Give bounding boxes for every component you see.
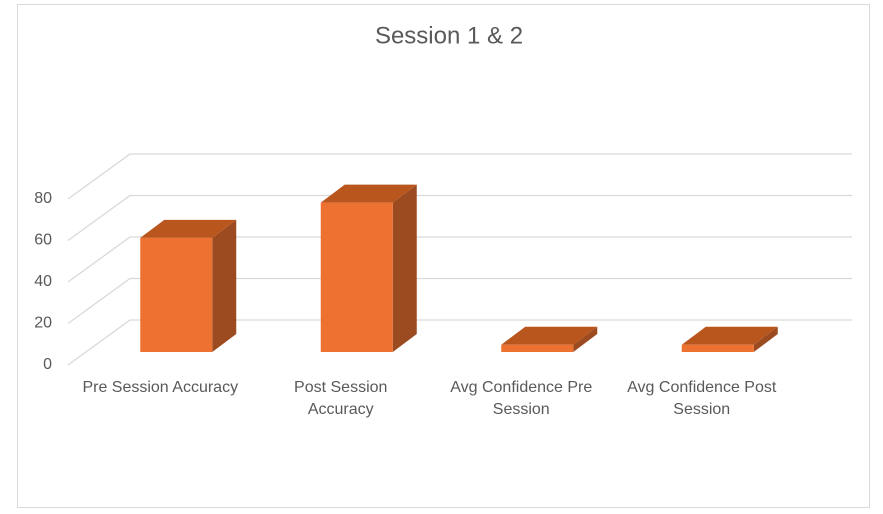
x-tick-label: Avg Confidence Pre Session xyxy=(450,379,593,418)
grid-line-depth xyxy=(67,277,131,325)
grid-line-depth xyxy=(67,236,131,283)
x-tick-label: Avg Confidence Post Session xyxy=(627,379,777,418)
x-tick-label: Pre Session Accuracy xyxy=(82,379,239,396)
grid-line-depth xyxy=(67,194,131,242)
bar xyxy=(681,344,754,352)
bar-top xyxy=(681,326,778,345)
bar-side xyxy=(573,326,598,352)
bar-top xyxy=(140,219,237,238)
y-tick-label: 20 xyxy=(34,315,52,332)
bar xyxy=(501,344,574,352)
bar xyxy=(320,202,393,352)
grid-line-depth xyxy=(67,153,131,200)
bar-top xyxy=(501,326,598,345)
y-tick-label: 60 xyxy=(34,232,52,249)
x-tick-label: Post Session Accuracy xyxy=(294,379,388,418)
chart-title: Session 1 & 2 xyxy=(375,22,523,49)
grid-line-depth xyxy=(67,319,131,366)
bar-top xyxy=(320,184,417,203)
bar-side xyxy=(392,184,417,352)
y-tick-label: 80 xyxy=(34,190,52,207)
bar-side xyxy=(753,326,778,352)
bar-side xyxy=(212,219,237,352)
y-tick-label: 40 xyxy=(34,273,52,290)
bar xyxy=(140,237,213,352)
y-tick-label: 0 xyxy=(43,356,52,373)
